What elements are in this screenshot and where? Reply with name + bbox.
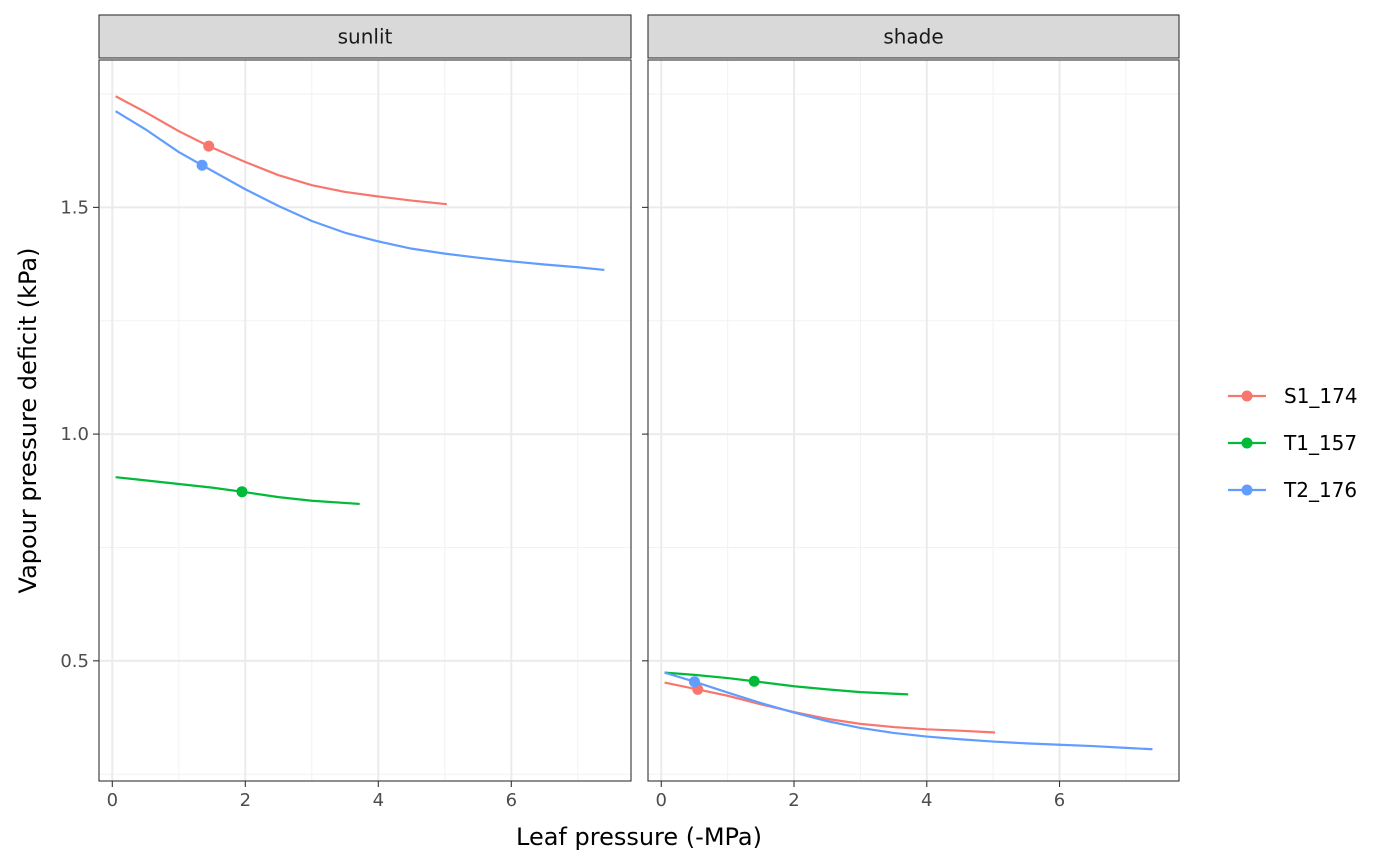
series-line-T1_157 bbox=[664, 671, 909, 696]
legend-key-point bbox=[1241, 390, 1253, 402]
y-axis-title: Vapour pressure deficit (kPa) bbox=[14, 248, 42, 594]
x-tick-label: 4 bbox=[921, 790, 932, 811]
series-line-S1_174 bbox=[115, 95, 447, 206]
legend-key-point bbox=[1241, 484, 1253, 496]
legend-item: S1_174 bbox=[1228, 384, 1358, 408]
legend: S1_174 T1_157 T2_176 bbox=[1228, 384, 1358, 502]
strip-label-shade: shade bbox=[883, 25, 943, 49]
series-point-T1_157 bbox=[748, 675, 760, 687]
x-tick-label: 2 bbox=[240, 790, 251, 811]
legend-item: T2_176 bbox=[1228, 478, 1357, 502]
legend-label: T2_176 bbox=[1283, 478, 1357, 502]
panel-sunlit: sunlit 0 2 4 6 0.5 1.0 1.5 bbox=[60, 14, 632, 811]
y-tick-label: 1.0 bbox=[60, 424, 89, 445]
x-tick-label: 6 bbox=[1054, 790, 1065, 811]
strip-label-sunlit: sunlit bbox=[338, 25, 393, 49]
legend-item: T1_157 bbox=[1228, 431, 1357, 455]
x-tick-label: 4 bbox=[373, 790, 384, 811]
series-point-S1_174 bbox=[203, 140, 215, 152]
x-tick-label: 0 bbox=[107, 790, 118, 811]
x-axis-title: Leaf pressure (-MPa) bbox=[516, 823, 762, 851]
y-tick-label: 1.5 bbox=[60, 197, 89, 218]
x-tick-label: 0 bbox=[656, 790, 667, 811]
legend-label: T1_157 bbox=[1283, 431, 1357, 455]
series-point-T2_176 bbox=[196, 159, 208, 171]
series-line-T1_157 bbox=[115, 476, 360, 506]
x-tick-label: 2 bbox=[788, 790, 799, 811]
strip-shade bbox=[647, 14, 1180, 59]
x-tick-label: 6 bbox=[506, 790, 517, 811]
y-tick-label: 0.5 bbox=[60, 651, 89, 672]
panel-shade: shade 0 2 4 6 bbox=[642, 14, 1180, 811]
legend-label: S1_174 bbox=[1284, 384, 1358, 408]
series-line-T2_176 bbox=[664, 671, 1153, 751]
panel-border bbox=[647, 59, 1180, 782]
legend-key-point bbox=[1241, 437, 1253, 449]
series-point-T2_176 bbox=[688, 676, 700, 688]
series-line-S1_174 bbox=[664, 681, 996, 734]
strip-sunlit bbox=[98, 14, 632, 59]
panel-border bbox=[98, 59, 632, 782]
series-line-T2_176 bbox=[115, 110, 605, 272]
series-point-T1_157 bbox=[236, 486, 248, 498]
